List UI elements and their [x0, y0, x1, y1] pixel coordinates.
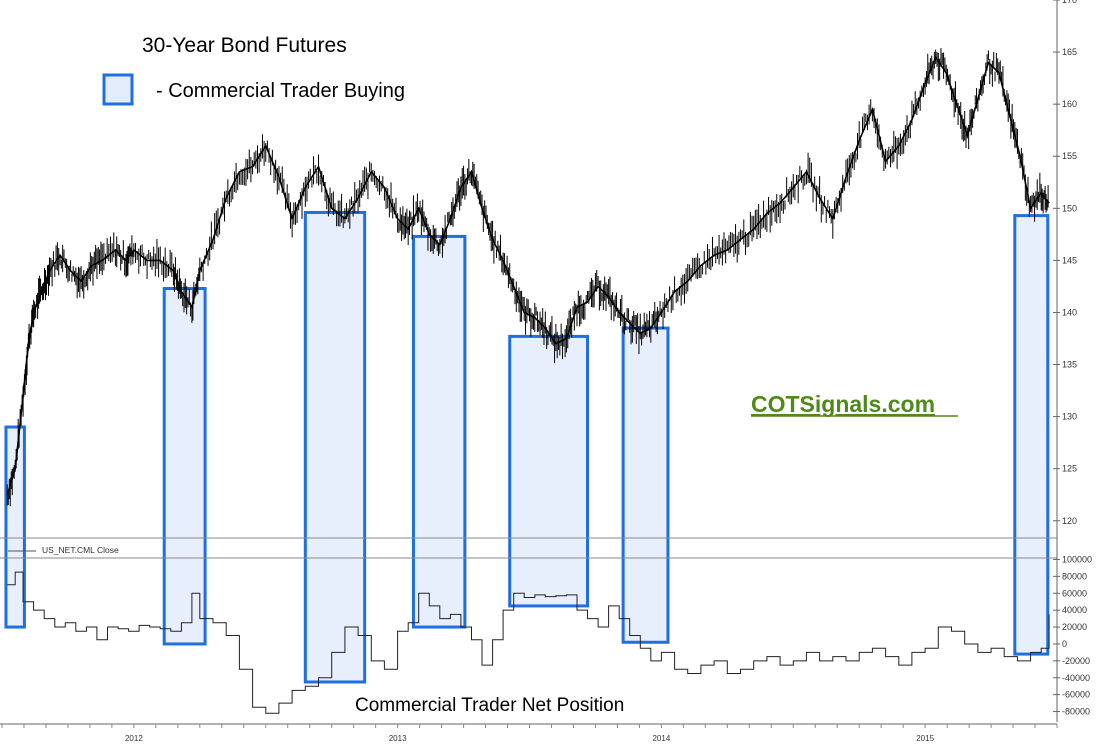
net-position-series	[7, 571, 1050, 714]
y-tick-label: 170	[1062, 0, 1077, 5]
y2-tick-label: 0	[1062, 639, 1067, 649]
x-tick-label: 2014	[652, 734, 670, 743]
y-tick-label: 165	[1062, 47, 1077, 57]
panel-dividers	[0, 537, 1057, 559]
legend-label: - Commercial Trader Buying	[156, 80, 405, 102]
series-legend-label: US_NET.CML Close	[42, 545, 119, 555]
y2-tick-label: -80000	[1062, 707, 1090, 717]
y-tick-label: 135	[1062, 360, 1077, 370]
buying-period-box	[508, 334, 590, 608]
y-axis-right: 120 125 130 135 140 145 150 155 160 165 170 100000 8…	[1053, 0, 1092, 722]
lower-panel-label: Commercial Trader Net Position	[355, 695, 624, 716]
x-axis: 2012 2013 2014 2015	[0, 723, 1058, 743]
x-tick-label: 2013	[389, 734, 407, 743]
y2-tick-label: 60000	[1062, 588, 1087, 598]
x-tick-label: 2012	[125, 734, 143, 743]
y-tick-label: 155	[1062, 151, 1077, 161]
x-tick-label: 2015	[916, 734, 934, 743]
y2-tick-label: 40000	[1062, 605, 1087, 615]
y-tick-label: 160	[1062, 99, 1077, 109]
y-tick-label: 125	[1062, 464, 1077, 474]
y-tick-label: 120	[1062, 516, 1077, 526]
buying-period-box	[303, 210, 367, 684]
price-series	[6, 48, 1050, 507]
watermark-text: COTSignals.com	[751, 391, 935, 417]
buying-period-box	[162, 286, 207, 646]
buying-period-boxes	[4, 210, 1050, 684]
y-tick-label: 145	[1062, 255, 1077, 265]
buying-period-box	[1013, 214, 1050, 656]
y2-tick-label: 100000	[1062, 554, 1092, 564]
y2-tick-label: 80000	[1062, 571, 1087, 581]
buying-period-box	[4, 425, 26, 629]
buying-period-box	[621, 326, 670, 644]
y2-tick-label: -20000	[1062, 656, 1090, 666]
y2-tick-label: 20000	[1062, 622, 1087, 632]
legend-swatch	[102, 73, 134, 106]
y-tick-label: 130	[1062, 412, 1077, 422]
buying-period-box	[411, 234, 467, 629]
chart-title: 30-Year Bond Futures	[142, 34, 347, 57]
net-position-line	[7, 571, 1050, 714]
y-tick-label: 150	[1062, 203, 1077, 213]
y2-tick-label: -60000	[1062, 690, 1090, 700]
y-tick-label: 140	[1062, 307, 1077, 317]
y2-tick-label: -40000	[1062, 673, 1090, 683]
